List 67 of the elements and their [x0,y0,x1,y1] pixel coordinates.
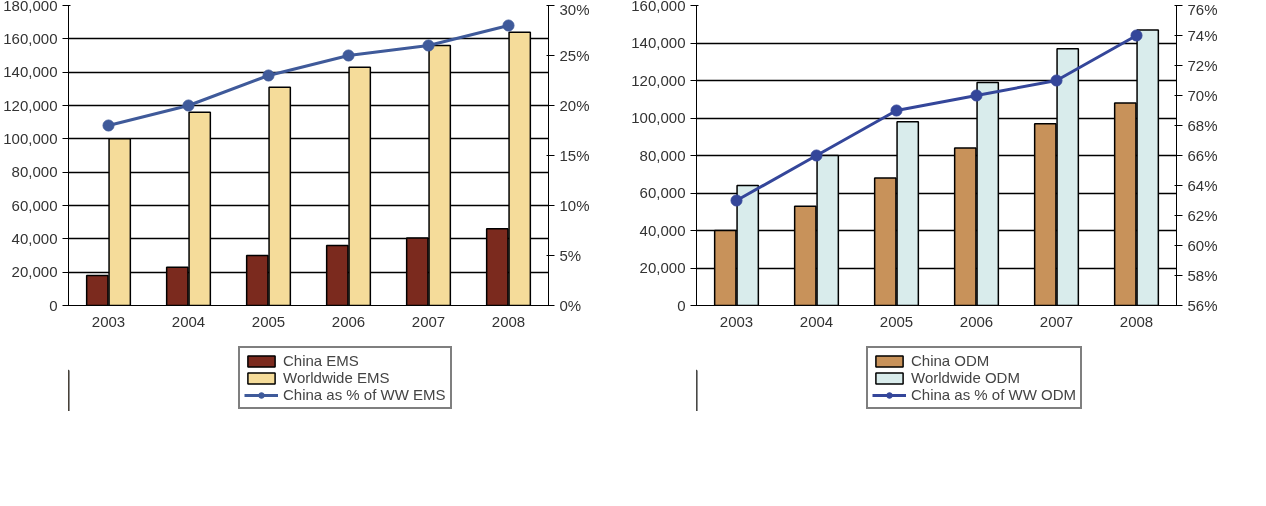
point [810,149,823,162]
point [262,69,275,82]
y2-tick-label: 66% [1187,147,1218,164]
point [182,99,195,112]
legend-label: China as % of WW EMS [283,386,446,403]
y-tick-label: 20,000 [639,259,686,276]
y2-tick-label: 58% [1187,267,1218,284]
y-tick-label: 140,000 [3,63,58,81]
y-tick-label: 180,000 [3,0,58,14]
y2-tick-label: 25% [559,47,590,64]
y-tick-label: 140,000 [631,34,686,51]
x-tick-label: 2007 [1039,312,1074,330]
x-tick-label: 2008 [1119,312,1154,330]
point [970,89,983,102]
y2-tick-label: 20% [559,97,590,114]
y2-tick-label: 56% [1187,297,1218,314]
x-tick-label: 2003 [719,312,754,330]
point [730,194,743,207]
x-tick-label: 2007 [411,312,446,330]
y2-tick-label: 72% [1187,57,1218,74]
y-tick-label: 120,000 [631,71,686,89]
y2-tick-label: 0% [559,297,582,314]
y2-tick-label: 68% [1187,117,1218,134]
point [890,104,903,117]
x-tick-label: 2003 [91,312,126,330]
point [342,49,355,62]
y2-tick-label: 5% [559,247,582,264]
y-tick-label: 120,000 [3,96,58,114]
y-tick-label: 40,000 [11,229,58,247]
y2-tick-label: 15% [559,147,590,164]
y-tick-label: 100,000 [631,109,686,126]
y-tick-label: 160,000 [631,0,686,14]
point [1130,29,1143,42]
point [502,19,515,32]
y-tick-label: 160,000 [3,29,58,47]
y-tick-label: 0 [49,296,58,314]
y-tick-label: 40,000 [639,221,686,239]
legend-label: China as % of WW ODM [911,386,1077,403]
x-tick-label: 2004 [171,312,206,330]
point [422,39,435,52]
y-tick-label: 80,000 [639,146,686,164]
legend-label: Worldwide EMS [283,369,390,386]
y2-tick-label: 70% [1187,87,1218,104]
y2-tick-label: 10% [559,197,590,214]
y-tick-label: 80,000 [11,163,58,181]
y2-tick-label: 30% [559,0,590,18]
legend-label: China EMS [283,352,359,369]
x-tick-label: 2006 [959,312,994,330]
y2-tick-label: 60% [1187,237,1218,254]
x-tick-label: 2006 [331,312,366,330]
y2-tick-label: 62% [1187,207,1218,224]
y-tick-label: 60,000 [11,196,58,214]
y-tick-label: 60,000 [639,184,686,201]
point [102,119,115,132]
x-tick-label: 2005 [251,312,286,330]
legend-label: China ODM [911,352,990,369]
y-tick-label: 20,000 [11,263,58,281]
y2-tick-label: 74% [1187,27,1218,44]
x-tick-label: 2004 [799,312,834,330]
x-tick-label: 2005 [879,312,914,330]
y-tick-label: 100,000 [3,129,58,147]
y2-tick-label: 76% [1187,0,1218,18]
legend-label: Worldwide ODM [911,369,1020,386]
x-tick-label: 2008 [491,312,526,330]
y2-tick-label: 64% [1187,177,1218,194]
point [1050,74,1063,87]
y-tick-label: 0 [677,296,686,314]
